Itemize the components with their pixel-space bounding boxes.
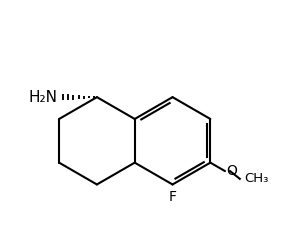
Text: F: F	[169, 190, 176, 204]
Text: O: O	[226, 164, 237, 178]
Text: H₂N: H₂N	[28, 90, 58, 105]
Text: CH₃: CH₃	[244, 172, 268, 185]
